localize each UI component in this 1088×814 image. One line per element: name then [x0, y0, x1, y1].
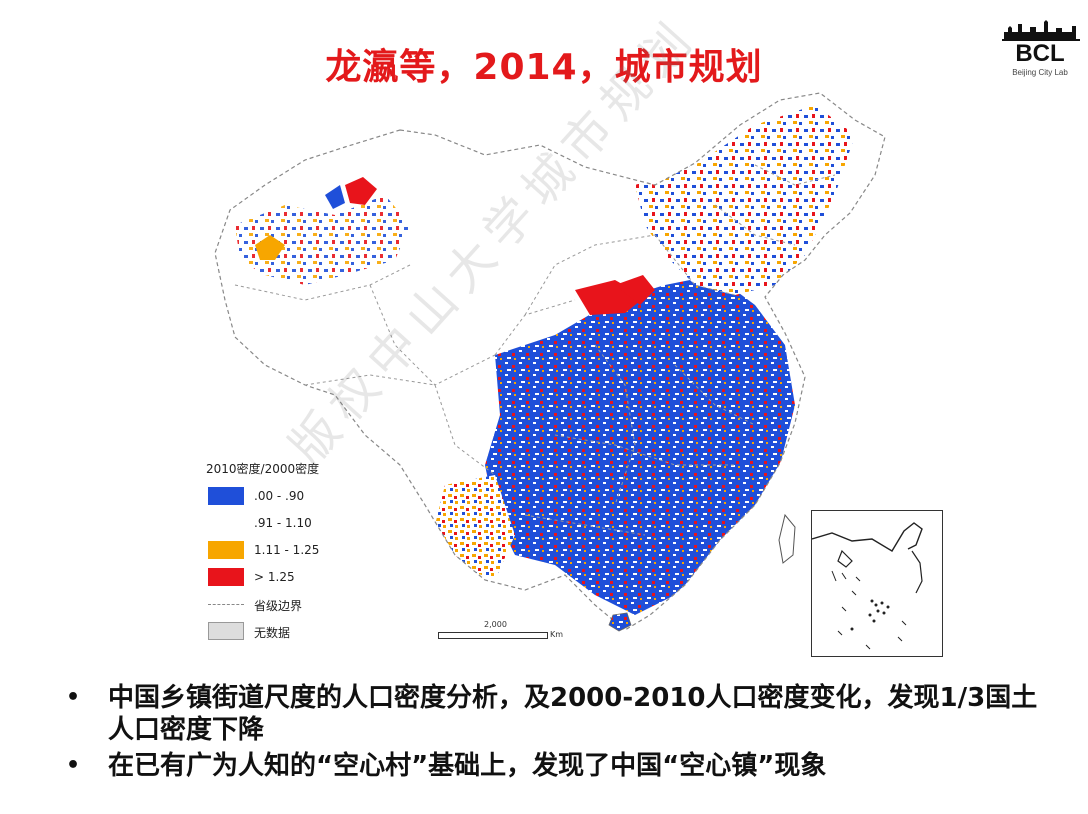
bullet-icon: •	[66, 753, 81, 778]
south-china-sea-inset	[811, 510, 943, 657]
bullet-text: 在已有广为人知的“空心村”基础上，发现了中国“空心镇”现象	[108, 751, 827, 781]
logo-subtitle: Beijing City Lab	[1012, 68, 1068, 77]
bcl-logo: BCL Beijing City Lab	[1000, 18, 1084, 84]
taiwan-island	[778, 513, 796, 564]
legend-swatch-blue	[208, 487, 244, 505]
bullet-icon: •	[66, 685, 81, 710]
scale-bar: 2,000 Km	[438, 620, 578, 644]
legend-item: > 1.25	[206, 567, 376, 587]
legend-item: .00 - .90	[206, 486, 376, 506]
legend-item: .91 - 1.10	[206, 513, 376, 533]
legend-item: 1.11 - 1.25	[206, 540, 376, 560]
scale-unit: Km	[550, 630, 564, 639]
bullet-list: • 中国乡镇街道尺度的人口密度分析，及2000-2010人口密度变化，发现1/3…	[60, 682, 1040, 786]
bullet-text: 中国乡镇街道尺度的人口密度分析，及2000-2010人口密度变化，发现1/3国土…	[108, 683, 1038, 745]
legend-label: 无数据	[254, 626, 291, 640]
legend-swatch-orange	[208, 541, 244, 559]
legend-title: 2010密度/2000密度	[206, 462, 320, 476]
legend-label: 1.11 - 1.25	[254, 543, 320, 557]
scale-bar-graphic	[438, 632, 548, 639]
legend-swatch-white	[208, 514, 244, 532]
legend-label: .00 - .90	[254, 489, 305, 503]
legend-swatch-gray	[208, 622, 244, 640]
dashed-line-icon	[208, 604, 244, 605]
skyline-icon	[1002, 20, 1080, 41]
map-legend: 2010密度/2000密度 .00 - .90 .91 - 1.10 1.11 …	[206, 460, 376, 650]
legend-swatch-red	[208, 568, 244, 586]
province-boundaries	[234, 164, 836, 536]
legend-label: > 1.25	[254, 570, 295, 584]
legend-item-boundary: 省级边界	[206, 594, 376, 614]
slide-title: 龙瀛等，2014，城市规划	[325, 47, 763, 88]
china-density-map	[195, 85, 955, 665]
bullet-item: • 在已有广为人知的“空心村”基础上，发现了中国“空心镇”现象	[60, 750, 1040, 782]
legend-item-nodata: 无数据	[206, 621, 376, 641]
hainan-island	[608, 612, 632, 632]
legend-label: 省级边界	[254, 599, 303, 613]
scale-value: 2,000	[484, 620, 507, 629]
legend-label: .91 - 1.10	[254, 516, 312, 530]
bullet-item: • 中国乡镇街道尺度的人口密度分析，及2000-2010人口密度变化，发现1/3…	[60, 682, 1040, 746]
logo-name: BCL	[1015, 40, 1065, 67]
